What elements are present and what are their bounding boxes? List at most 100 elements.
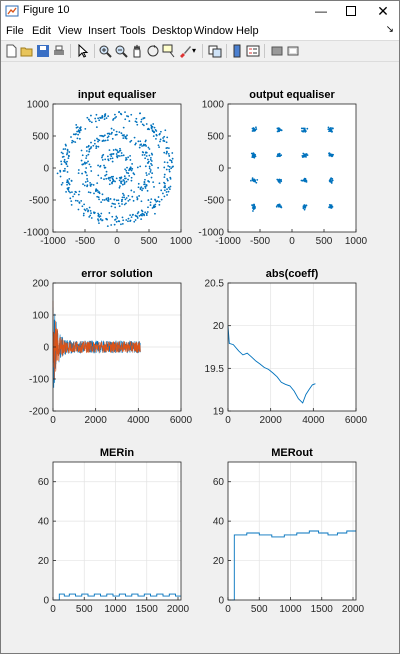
scatter-point bbox=[120, 152, 123, 154]
scatter-point bbox=[89, 185, 92, 187]
menu-tools[interactable]: Tools bbox=[120, 25, 146, 37]
open-file-icon[interactable] bbox=[20, 44, 34, 58]
x-tick-label: 2000 bbox=[85, 415, 108, 426]
scatter-point bbox=[251, 204, 254, 207]
x-tick-label: 2000 bbox=[342, 604, 365, 615]
scatter-point bbox=[98, 119, 101, 122]
scatter-point bbox=[99, 218, 102, 220]
y-tick-label: 200 bbox=[32, 279, 49, 290]
scatter-point bbox=[111, 157, 114, 160]
scatter-point bbox=[85, 154, 88, 157]
menu-desktop[interactable]: Desktop bbox=[152, 25, 193, 37]
menu-insert[interactable]: Insert bbox=[88, 25, 116, 37]
scatter-point bbox=[126, 166, 128, 169]
window-title: Figure 10 bbox=[23, 4, 70, 16]
scatter-point bbox=[255, 181, 258, 184]
scatter-point bbox=[145, 184, 148, 187]
scatter-point bbox=[132, 199, 135, 202]
scatter-point bbox=[101, 199, 104, 201]
scatter-point bbox=[168, 155, 171, 157]
scatter-point bbox=[152, 123, 155, 125]
maximize-button[interactable] bbox=[336, 0, 366, 22]
zoom-out-icon[interactable] bbox=[114, 44, 128, 58]
scatter-point bbox=[168, 168, 171, 171]
scatter-point bbox=[78, 137, 81, 140]
scatter-point bbox=[251, 177, 254, 180]
axes-2: 0 2000 4000 6000 200 100 0 -100 -200 error soluti… bbox=[29, 268, 193, 426]
dock-arrow-icon[interactable]: ↘ bbox=[385, 24, 394, 35]
scatter-point bbox=[252, 153, 255, 156]
scatter-point bbox=[112, 202, 115, 205]
scatter-point bbox=[122, 219, 125, 222]
scatter-point bbox=[122, 137, 125, 139]
link-plot-icon[interactable] bbox=[208, 44, 222, 58]
axes-5: 0 500 1000 1500 2000 60 40 20 0 MERout bbox=[213, 447, 365, 615]
scatter-point bbox=[141, 154, 144, 156]
menu-help[interactable]: Help bbox=[236, 25, 259, 37]
brush-menu-icon[interactable]: ▾ bbox=[192, 46, 197, 55]
brush-icon[interactable] bbox=[178, 44, 192, 58]
scatter-point bbox=[86, 180, 89, 183]
menu-view[interactable]: View bbox=[58, 25, 82, 37]
close-button[interactable]: ✕ bbox=[368, 0, 398, 22]
insert-colorbar-icon[interactable] bbox=[230, 44, 244, 58]
scatter-point bbox=[154, 203, 157, 206]
new-figure-icon[interactable] bbox=[4, 44, 18, 58]
scatter-point bbox=[165, 141, 168, 144]
x-tick-label: 1000 bbox=[279, 604, 302, 615]
axes-box bbox=[52, 461, 182, 601]
scatter-point bbox=[77, 169, 80, 171]
menu-window[interactable]: Window bbox=[194, 25, 234, 37]
scatter-point bbox=[125, 219, 128, 221]
scatter-point bbox=[165, 168, 168, 171]
menu-file[interactable]: File bbox=[6, 25, 24, 37]
scatter-point bbox=[166, 179, 169, 182]
scatter-point bbox=[275, 205, 278, 208]
scatter-point bbox=[145, 172, 148, 174]
minimize-button[interactable]: — bbox=[306, 0, 336, 22]
scatter-point bbox=[114, 206, 117, 209]
scatter-point bbox=[107, 196, 110, 199]
chart-title: MERout bbox=[271, 447, 313, 459]
menu-edit[interactable]: Edit bbox=[32, 25, 51, 37]
save-icon[interactable] bbox=[36, 44, 50, 58]
scatter-point bbox=[107, 198, 110, 201]
scatter-point bbox=[153, 206, 156, 209]
hide-plot-tools-icon[interactable] bbox=[270, 44, 284, 58]
plot-area bbox=[53, 462, 181, 600]
scatter-point bbox=[82, 163, 85, 165]
scatter-point bbox=[153, 186, 155, 188]
scatter-point bbox=[253, 128, 255, 131]
scatter-point bbox=[140, 186, 143, 188]
scatter-point bbox=[81, 205, 84, 208]
scatter-point bbox=[303, 179, 306, 182]
print-icon[interactable] bbox=[52, 44, 66, 58]
scatter-point bbox=[112, 153, 115, 155]
scatter-point bbox=[89, 181, 92, 184]
scatter-point bbox=[130, 176, 133, 179]
scatter-point bbox=[252, 210, 254, 212]
scatter-point bbox=[97, 140, 99, 143]
data-cursor-icon[interactable] bbox=[162, 44, 176, 58]
show-plot-tools-icon[interactable] bbox=[286, 44, 300, 58]
pan-icon[interactable] bbox=[130, 44, 144, 58]
scatter-point bbox=[116, 149, 118, 152]
zoom-in-icon[interactable] bbox=[98, 44, 112, 58]
select-arrow-icon[interactable] bbox=[76, 44, 90, 58]
scatter-point bbox=[87, 153, 90, 156]
scatter-point bbox=[170, 167, 173, 170]
scatter-point bbox=[60, 183, 63, 186]
scatter-point bbox=[159, 140, 161, 143]
rotate-icon[interactable] bbox=[146, 44, 160, 58]
scatter-point bbox=[278, 129, 281, 132]
scatter-point bbox=[96, 137, 98, 140]
scatter-point bbox=[93, 142, 96, 145]
scatter-point bbox=[112, 129, 115, 131]
x-tick-label: 6000 bbox=[170, 415, 193, 426]
scatter-point bbox=[140, 200, 143, 203]
scatter-point bbox=[144, 185, 147, 188]
chart-title: error solution bbox=[81, 268, 153, 280]
chart-title: MERin bbox=[100, 447, 135, 459]
insert-legend-icon[interactable] bbox=[246, 44, 260, 58]
x-tick-label: 500 bbox=[76, 604, 93, 615]
